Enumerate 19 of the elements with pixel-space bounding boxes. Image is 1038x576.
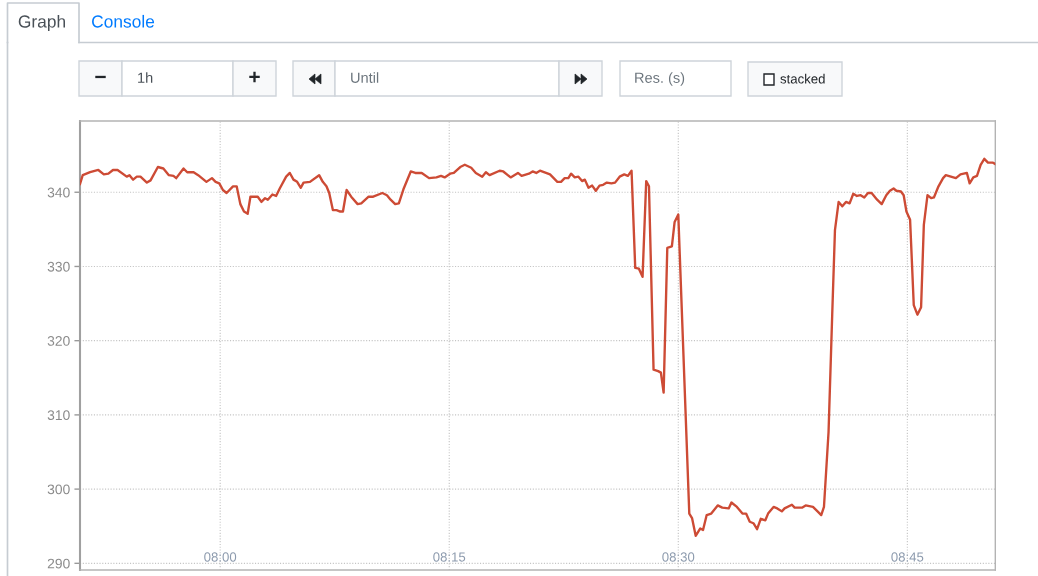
text: + — [249, 71, 260, 83]
text: Graph — [18, 14, 65, 32]
text: Res. (s) — [635, 72, 685, 86]
x-tick-label: 08:15 — [433, 552, 466, 562]
y-tick-label: 290 — [47, 558, 70, 569]
line-series — [80, 157, 996, 538]
y-tick-label: 330 — [47, 261, 70, 272]
y-tick-label: 340 — [47, 187, 70, 198]
text: Until — [351, 72, 379, 83]
y-tick-label: 300 — [47, 484, 70, 495]
x-tick-label: 08:00 — [204, 552, 237, 562]
text: 1h — [138, 72, 153, 83]
x-tick-label: 08:30 — [662, 552, 695, 562]
x-tick-label: 08:45 — [891, 552, 924, 562]
text: Console — [92, 14, 155, 28]
y-tick-label: 310 — [47, 410, 70, 421]
text: − — [95, 75, 106, 79]
y-tick-label: 320 — [47, 336, 70, 346]
text: stacked — [780, 73, 825, 84]
